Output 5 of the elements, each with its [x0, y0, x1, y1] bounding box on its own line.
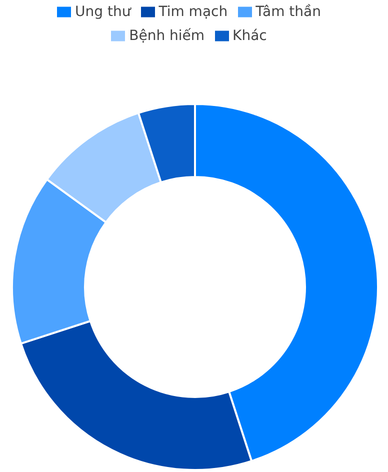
legend-label: Bệnh hiếm [129, 28, 205, 44]
legend-label: Tim mạch [158, 4, 228, 20]
legend-label: Khác [232, 28, 267, 44]
legend-label: Tâm thần [256, 4, 321, 20]
legend-label: Ung thư [75, 4, 131, 20]
